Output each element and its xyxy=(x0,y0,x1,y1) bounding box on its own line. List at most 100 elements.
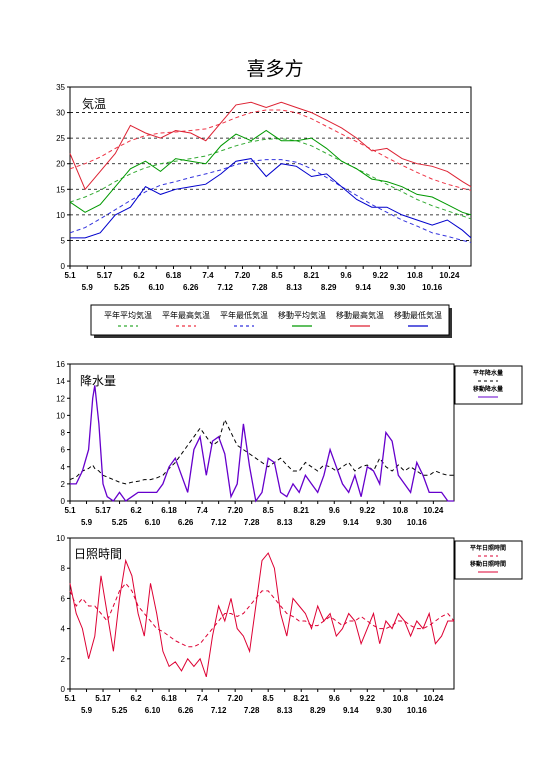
temperature-legend: 平年平均気温 平年最高気温 平年最低気温 移動平均気温 移動最高気温 移動最低気温 xyxy=(90,304,452,338)
y-tick-label: 0 xyxy=(61,262,66,271)
series-line xyxy=(70,385,454,503)
x-tick-label: 8.5 xyxy=(263,694,275,703)
y-tick-label: 6 xyxy=(61,594,66,603)
panel-label: 気温 xyxy=(82,96,106,111)
x-tick-label: 7.20 xyxy=(227,694,243,703)
x-tick-label: 6.26 xyxy=(183,283,199,292)
y-tick-label: 5 xyxy=(61,236,66,245)
y-tick-label: 6 xyxy=(61,446,66,455)
series-line xyxy=(69,552,454,678)
series-line xyxy=(69,109,472,191)
y-tick-label: 10 xyxy=(56,211,65,220)
x-tick-label: 8.5 xyxy=(271,271,283,280)
y-tick-label: 16 xyxy=(56,360,65,369)
y-tick-label: 12 xyxy=(56,394,65,403)
x-tick-label: 10.24 xyxy=(439,271,460,280)
x-tick-label: 8.29 xyxy=(321,283,337,292)
x-tick-label: 6.10 xyxy=(145,518,161,527)
legend-box xyxy=(454,365,523,405)
series-line xyxy=(69,101,472,191)
legend-label: 平年平均気温 xyxy=(104,310,152,320)
x-tick-label: 8.5 xyxy=(263,506,275,515)
x-tick-label: 9.30 xyxy=(376,706,392,715)
x-tick-label: 6.2 xyxy=(131,694,143,703)
x-tick-label: 5.1 xyxy=(64,694,76,703)
x-tick-label: 6.26 xyxy=(178,518,194,527)
legend-label: 平年日照時間 xyxy=(470,544,506,552)
x-tick-label: 8.21 xyxy=(293,506,309,515)
x-tick-label: 5.25 xyxy=(112,518,128,527)
legend-label: 平年降水量 xyxy=(473,369,503,377)
x-tick-label: 9.30 xyxy=(376,518,392,527)
page-title: 喜多方 xyxy=(246,58,304,80)
x-tick-label: 10.24 xyxy=(423,506,444,515)
y-tick-label: 25 xyxy=(56,134,65,143)
x-tick-label: 6.26 xyxy=(178,706,194,715)
x-tick-label: 5.17 xyxy=(97,271,113,280)
legend-label: 移動降水量 xyxy=(473,385,503,393)
x-tick-label: 7.4 xyxy=(202,271,214,280)
legend-label: 移動平均気温 xyxy=(278,310,326,320)
y-tick-label: 0 xyxy=(61,685,66,694)
x-tick-label: 7.20 xyxy=(227,506,243,515)
x-tick-label: 8.13 xyxy=(286,283,302,292)
series-line xyxy=(69,582,455,648)
y-tick-label: 0 xyxy=(61,497,66,506)
panel-label: 降水量 xyxy=(80,374,116,388)
x-tick-label: 10.8 xyxy=(393,694,409,703)
legend-label: 平年最低気温 xyxy=(220,310,268,320)
y-tick-label: 4 xyxy=(61,463,66,472)
series-line xyxy=(69,418,454,485)
x-tick-label: 9.14 xyxy=(343,706,359,715)
x-tick-label: 9.6 xyxy=(329,506,341,515)
x-tick-label: 6.2 xyxy=(133,271,145,280)
x-tick-label: 5.9 xyxy=(81,706,93,715)
x-tick-label: 10.24 xyxy=(423,694,444,703)
series-line xyxy=(70,158,472,239)
series-line xyxy=(69,129,472,216)
x-tick-label: 6.10 xyxy=(145,706,161,715)
x-tick-label: 8.21 xyxy=(293,694,309,703)
y-tick-label: 20 xyxy=(56,160,65,169)
x-tick-label: 9.22 xyxy=(360,506,376,515)
x-tick-label: 9.14 xyxy=(343,518,359,527)
x-tick-label: 5.17 xyxy=(95,506,111,515)
x-tick-label: 6.2 xyxy=(131,506,143,515)
x-tick-label: 5.25 xyxy=(112,706,128,715)
x-tick-label: 9.14 xyxy=(355,283,371,292)
x-tick-label: 6.18 xyxy=(161,694,177,703)
x-tick-label: 7.12 xyxy=(217,283,233,292)
x-tick-label: 9.30 xyxy=(390,283,406,292)
x-tick-label: 10.8 xyxy=(393,506,409,515)
x-tick-label: 7.28 xyxy=(244,706,260,715)
y-tick-label: 2 xyxy=(61,480,66,489)
legend-label: 移動日照時間 xyxy=(470,560,506,568)
x-tick-label: 6.10 xyxy=(148,283,164,292)
y-tick-label: 4 xyxy=(61,625,66,634)
series-line xyxy=(69,159,472,243)
x-tick-label: 6.18 xyxy=(166,271,182,280)
x-tick-label: 5.9 xyxy=(81,518,93,527)
plot-frame-0 xyxy=(69,86,472,267)
x-tick-label: 5.17 xyxy=(95,694,111,703)
x-tick-label: 8.13 xyxy=(277,706,293,715)
y-tick-label: 10 xyxy=(56,411,65,420)
y-tick-label: 15 xyxy=(56,185,65,194)
x-tick-label: 9.22 xyxy=(360,694,376,703)
x-tick-label: 7.20 xyxy=(235,271,251,280)
legend-label: 平年最高気温 xyxy=(162,310,210,320)
x-tick-label: 7.28 xyxy=(244,518,260,527)
x-tick-label: 7.12 xyxy=(211,518,227,527)
y-tick-label: 8 xyxy=(61,429,66,438)
x-tick-label: 5.1 xyxy=(64,271,76,280)
legend-box xyxy=(454,540,523,580)
x-tick-label: 7.4 xyxy=(197,506,209,515)
x-tick-label: 5.1 xyxy=(64,506,76,515)
y-tick-label: 30 xyxy=(56,109,65,118)
x-tick-label: 10.16 xyxy=(407,518,428,527)
y-tick-label: 2 xyxy=(61,655,66,664)
legend-box xyxy=(90,304,450,336)
x-tick-label: 7.28 xyxy=(252,283,268,292)
x-tick-label: 7.4 xyxy=(197,694,209,703)
